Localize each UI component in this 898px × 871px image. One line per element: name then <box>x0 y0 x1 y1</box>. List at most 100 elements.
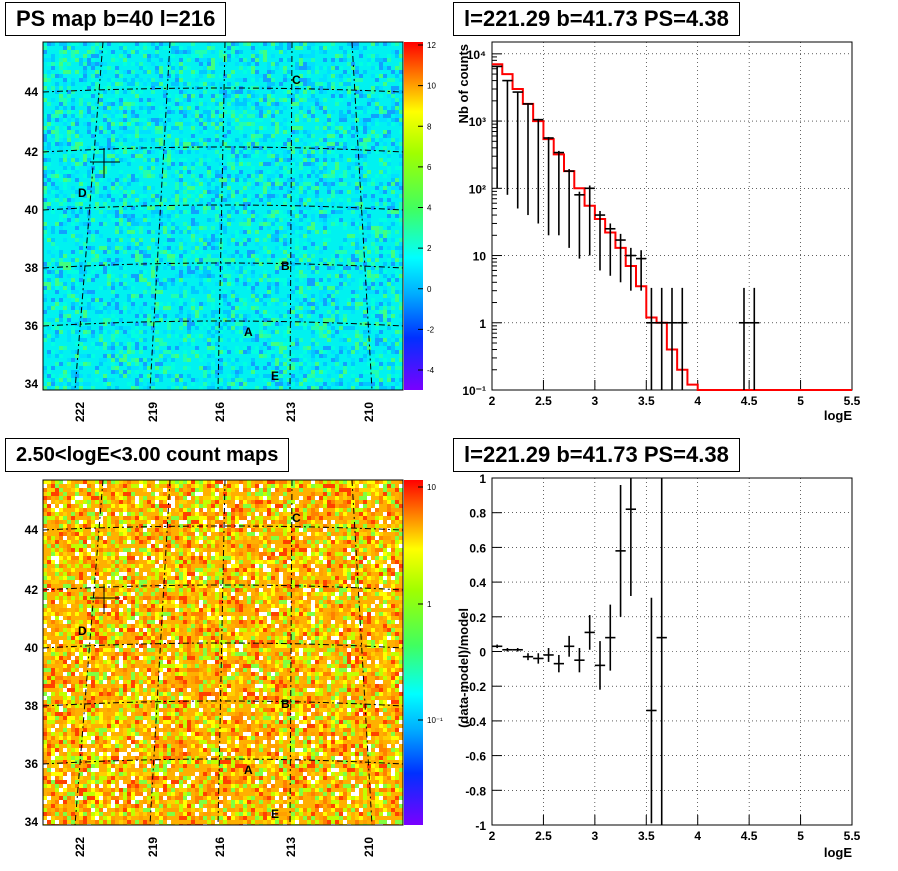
ps-map-pixel <box>131 218 135 222</box>
count-map-pixel <box>383 536 387 540</box>
ps-map-pixel <box>235 350 239 354</box>
ps-map-pixel <box>67 378 71 382</box>
ps-map-pixel <box>363 330 367 334</box>
ps-map-pixel <box>395 194 399 198</box>
ps-map-pixel <box>199 326 203 330</box>
lon-tick-label-ps: 213 <box>284 402 298 422</box>
ps-map-pixel <box>359 150 363 154</box>
ps-map-pixel <box>331 190 335 194</box>
count-map-pixel <box>151 500 155 504</box>
ps-map-pixel <box>155 50 159 54</box>
ps-map-pixel <box>59 274 63 278</box>
ps-map-pixel <box>67 318 71 322</box>
count-map-pixel <box>91 480 95 484</box>
ps-map-pixel <box>295 378 299 382</box>
ps-map-pixel <box>263 214 267 218</box>
count-map-pixel <box>331 492 335 496</box>
ps-map-pixel <box>227 154 231 158</box>
ps-map-pixel <box>255 78 259 82</box>
ps-map-pixel <box>63 346 67 350</box>
ps-map-pixel <box>359 358 363 362</box>
ps-map-pixel <box>343 70 347 74</box>
ps-map-pixel <box>267 210 271 214</box>
count-map-pixel <box>263 480 267 484</box>
ps-map-pixel <box>399 266 403 270</box>
count-map-pixel <box>63 504 67 508</box>
ps-map-pixel <box>295 382 299 386</box>
ps-colorbar-label: 6 <box>427 163 432 172</box>
ps-map-pixel <box>211 234 215 238</box>
count-map-pixel <box>119 536 123 540</box>
count-map-pixel <box>371 540 375 544</box>
ps-map-pixel <box>75 242 79 246</box>
ps-map-pixel <box>75 354 79 358</box>
ps-map-pixel <box>339 154 343 158</box>
ps-map-pixel <box>91 250 95 254</box>
ps-map-pixel <box>387 210 391 214</box>
ps-map-pixel <box>323 298 327 302</box>
ps-map-pixel <box>51 338 55 342</box>
ps-map-pixel <box>71 174 75 178</box>
ps-map-pixel <box>291 262 295 266</box>
ps-map-pixel <box>339 78 343 82</box>
count-map-pixel <box>227 512 231 516</box>
ps-map-pixel <box>175 378 179 382</box>
ps-map-pixel <box>359 286 363 290</box>
ps-map-pixel <box>127 334 131 338</box>
ps-map-pixel <box>95 54 99 58</box>
ps-map-pixel <box>371 362 375 366</box>
ps-map-pixel <box>139 346 143 350</box>
ps-map-pixel <box>255 142 259 146</box>
count-map-pixel <box>375 540 379 544</box>
ps-map-pixel <box>171 366 175 370</box>
ps-map-pixel <box>75 302 79 306</box>
ps-map-pixel <box>267 346 271 350</box>
ps-map-pixel <box>55 262 59 266</box>
ps-map-pixel <box>247 254 251 258</box>
ps-map-pixel <box>47 250 51 254</box>
ps-map-pixel <box>203 118 207 122</box>
count-map-pixel <box>251 504 255 508</box>
ps-map-pixel <box>331 298 335 302</box>
count-map-pixel <box>123 488 127 492</box>
ps-map-pixel <box>299 234 303 238</box>
ps-map-pixel <box>279 362 283 366</box>
lat-tick-label-ps: 44 <box>25 85 39 99</box>
ps-map-pixel <box>171 110 175 114</box>
ps-map-pixel <box>47 206 51 210</box>
ps-map-pixel <box>75 282 79 286</box>
ps-map-pixel <box>155 126 159 130</box>
ps-map-pixel <box>139 250 143 254</box>
ps-map-pixel <box>351 94 355 98</box>
ps-map-pixel <box>127 362 131 366</box>
ps-map-pixel <box>63 178 67 182</box>
ps-map-pixel <box>203 246 207 250</box>
ps-map-pixel <box>215 358 219 362</box>
ps-map-pixel <box>147 382 151 386</box>
count-map-pixel <box>199 520 203 524</box>
ps-map-pixel <box>151 138 155 142</box>
ps-map-pixel <box>287 150 291 154</box>
ps-map-pixel <box>115 250 119 254</box>
ps-map-pixel <box>107 274 111 278</box>
count-map-pixel <box>135 536 139 540</box>
ps-map-pixel <box>347 90 351 94</box>
ps-map-pixel <box>391 274 395 278</box>
ps-map-pixel <box>135 194 139 198</box>
ps-map-pixel <box>75 374 79 378</box>
ps-map-pixel <box>331 350 335 354</box>
ps-map-pixel <box>147 122 151 126</box>
ps-map-pixel <box>127 286 131 290</box>
ps-map-pixel <box>199 54 203 58</box>
ps-map-pixel <box>311 294 315 298</box>
count-map-pixel <box>367 504 371 508</box>
ps-map-pixel <box>319 262 323 266</box>
ps-map-pixel <box>227 130 231 134</box>
ps-map-pixel <box>215 190 219 194</box>
count-map-pixel <box>207 520 211 524</box>
ps-map-pixel <box>219 334 223 338</box>
count-map-pixel <box>231 488 235 492</box>
ps-map-pixel <box>191 102 195 106</box>
ps-map-pixel <box>231 194 235 198</box>
ps-map-pixel <box>275 158 279 162</box>
